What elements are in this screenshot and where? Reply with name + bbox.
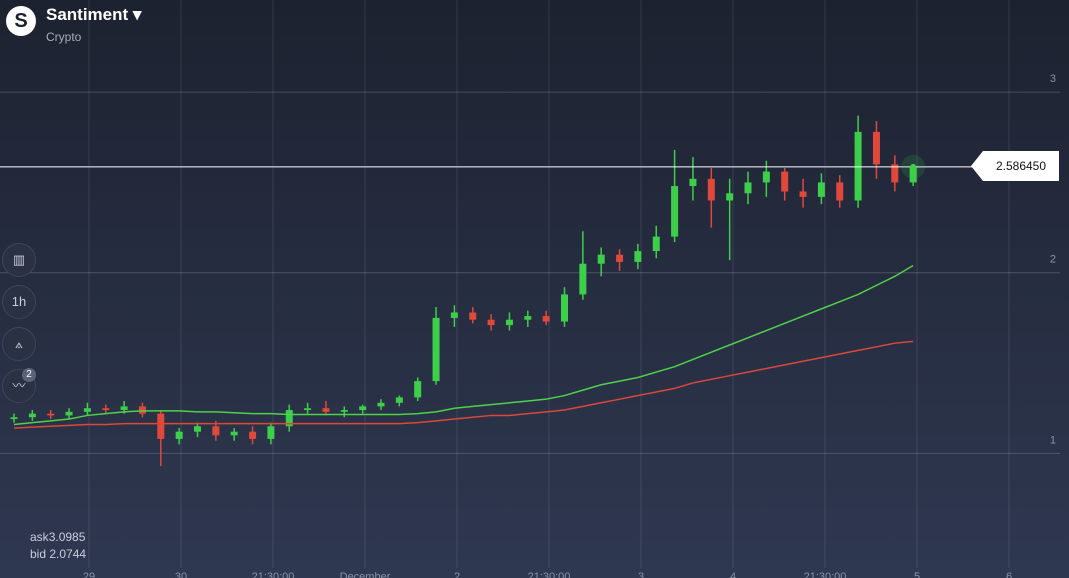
candle-body	[689, 178, 697, 187]
candle-body	[671, 186, 679, 237]
candle-body	[359, 406, 367, 411]
x-tick-label: 6	[1006, 571, 1012, 578]
candle-body	[872, 131, 880, 165]
candle-body	[395, 397, 403, 403]
candle-body	[175, 431, 183, 439]
y-tick-label: 1	[1050, 434, 1056, 446]
candle-body	[762, 171, 770, 183]
moving-average-line	[13, 340, 914, 429]
candle-body	[322, 408, 330, 412]
candle-body	[28, 413, 36, 418]
candle-body	[542, 316, 550, 322]
candle-body	[120, 406, 128, 411]
candle-body	[212, 426, 220, 436]
candle-body	[652, 236, 660, 252]
candle-body	[249, 431, 257, 439]
candle-body	[83, 408, 91, 412]
candle-body	[450, 312, 458, 318]
current-price-label: 2.586450	[971, 151, 1059, 181]
candle-body	[836, 182, 844, 201]
candle-body	[267, 426, 275, 439]
asset-title[interactable]: Santiment ▾	[46, 5, 142, 24]
x-tick-label: December	[340, 571, 391, 578]
x-tick-label: 21:30:00	[252, 571, 295, 578]
ask-value: 3.0985	[48, 530, 86, 544]
candle-body	[47, 413, 55, 416]
x-tick-label: 21:30:00	[804, 571, 847, 578]
candle-body	[854, 131, 862, 201]
candle-body	[65, 411, 73, 416]
current-price-dot	[910, 163, 917, 170]
bid-label: bid	[30, 547, 47, 561]
candle-body	[597, 254, 605, 264]
candle-body	[10, 417, 18, 420]
candle-body	[634, 251, 642, 262]
candle-body	[340, 410, 348, 412]
candle-body	[561, 294, 568, 322]
candle-body	[909, 166, 917, 183]
timeframe-button[interactable]: 1h	[2, 285, 36, 319]
asset-logo: S	[6, 6, 36, 36]
candle-body	[579, 263, 587, 295]
candle-body	[285, 410, 293, 427]
x-tick-label: 2	[454, 571, 460, 578]
candle-body	[524, 316, 532, 320]
drawing-button[interactable]: ⟑	[2, 327, 36, 361]
y-tick-label: 2	[1050, 254, 1056, 266]
x-tick-label: 21:30:00	[528, 571, 571, 578]
x-tick-label: 3	[638, 571, 644, 578]
candle-body	[781, 171, 789, 192]
x-tick-label: 4	[730, 571, 736, 578]
candle-body	[817, 182, 825, 197]
bid-quote: bid 2.0744	[30, 547, 86, 561]
ask-quote: ask3.0985	[30, 530, 85, 544]
bid-value: 2.0744	[49, 547, 87, 561]
x-tick-label: 30	[175, 571, 187, 578]
candle-body	[799, 191, 807, 197]
candle-body	[487, 319, 495, 326]
x-tick-label: 29	[83, 571, 95, 578]
chart-type-button[interactable]: ▥	[2, 243, 36, 277]
asset-subtitle: Crypto	[46, 30, 82, 44]
candle-body	[707, 178, 715, 201]
candle-body	[102, 408, 110, 411]
candle-body	[138, 406, 146, 414]
moving-average-line	[13, 264, 914, 426]
candle-body	[432, 317, 440, 382]
candle-body	[194, 426, 201, 432]
candle-body	[157, 413, 165, 439]
candle-body	[230, 431, 238, 436]
candle-body	[469, 312, 477, 320]
candle-body	[505, 319, 513, 326]
ask-label: ask	[30, 530, 49, 544]
candle-body	[377, 402, 385, 407]
x-tick-label: 5	[914, 571, 920, 578]
candle-body	[726, 193, 734, 201]
candle-body	[744, 182, 752, 194]
asset-header[interactable]: S Santiment ▾ Crypto	[6, 6, 141, 44]
candle-body	[414, 381, 422, 398]
candle-body	[304, 408, 312, 411]
y-tick-label: 3	[1050, 73, 1056, 85]
candle-body	[616, 254, 624, 262]
candle-body	[891, 164, 899, 183]
indicator-count: 2	[22, 368, 36, 382]
